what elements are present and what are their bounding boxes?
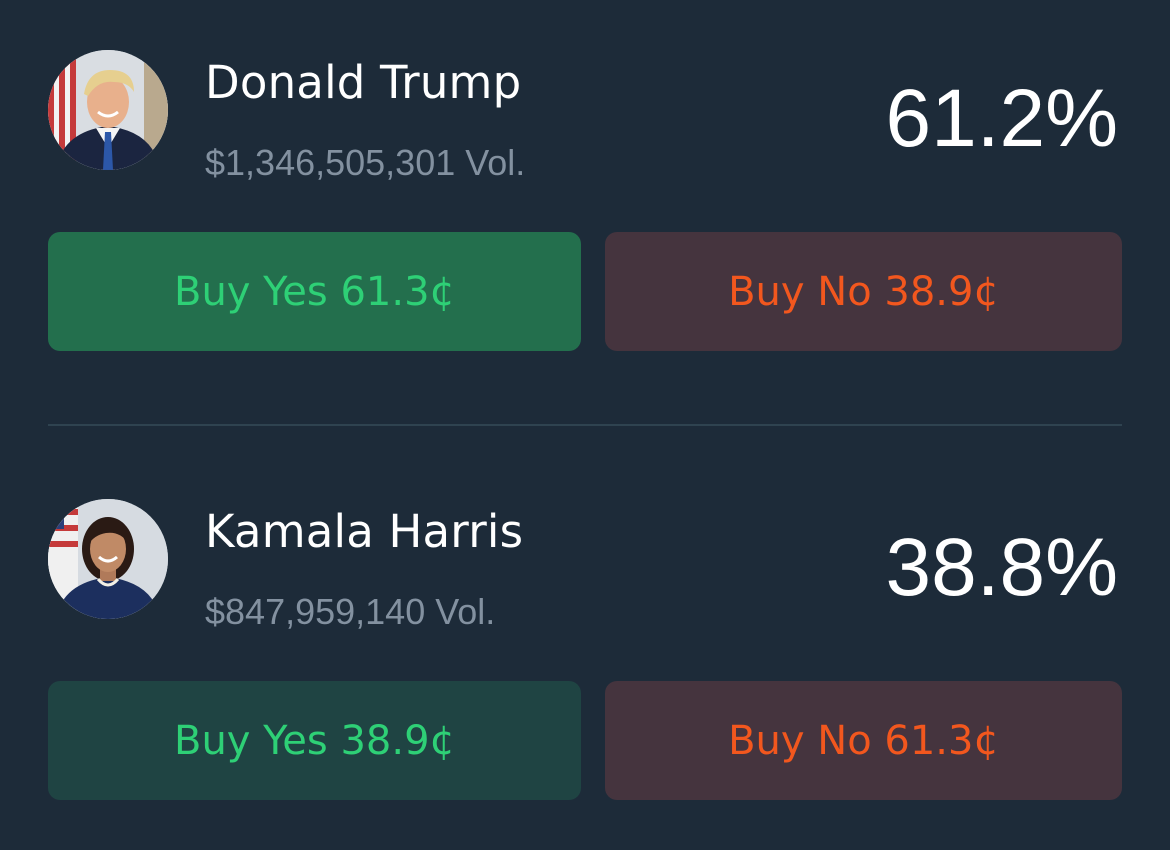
candidate-name: Kamala Harris (205, 505, 524, 558)
candidate-avatar-trump (48, 50, 168, 170)
market-divider (48, 424, 1122, 426)
market-row-trump: Donald Trump $1,346,505,301 Vol. 61.2% B… (0, 0, 1170, 360)
candidate-name: Donald Trump (205, 56, 522, 109)
market-row-harris: Kamala Harris $847,959,140 Vol. 38.8% Bu… (0, 450, 1170, 810)
buy-no-button[interactable]: Buy No 38.9¢ (605, 232, 1122, 351)
buy-yes-button[interactable]: Buy Yes 61.3¢ (48, 232, 581, 351)
market-volume: $847,959,140 Vol. (205, 591, 496, 632)
win-probability: 61.2% (885, 73, 1118, 164)
market-volume: $1,346,505,301 Vol. (205, 142, 526, 183)
portrait-icon (48, 50, 168, 170)
portrait-icon (48, 499, 168, 619)
candidate-avatar-harris (48, 499, 168, 619)
buy-yes-button[interactable]: Buy Yes 38.9¢ (48, 681, 581, 800)
win-probability: 38.8% (885, 522, 1118, 613)
buy-no-button[interactable]: Buy No 61.3¢ (605, 681, 1122, 800)
